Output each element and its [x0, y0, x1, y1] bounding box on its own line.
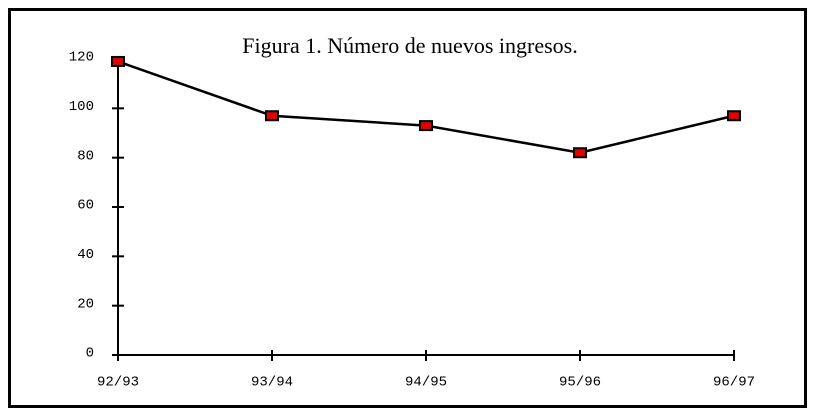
data-point [419, 120, 433, 132]
chart-title: Figura 1. Número de nuevos ingresos. [242, 33, 577, 58]
data-point [265, 110, 279, 122]
chart-frame [8, 8, 807, 408]
y-tick-label: 80 [77, 148, 94, 164]
x-tick-label: 92/93 [97, 375, 139, 391]
y-tick-label: 120 [69, 50, 94, 66]
y-tick-label: 0 [86, 346, 94, 362]
y-tick-label: 40 [77, 247, 94, 263]
x-tick-label: 96/97 [713, 375, 755, 391]
y-tick-label: 60 [77, 198, 94, 214]
x-tick-label: 93/94 [251, 375, 293, 391]
x-tick-label: 94/95 [405, 375, 447, 391]
data-point [727, 110, 741, 122]
data-point [111, 55, 125, 67]
y-tick-label: 100 [69, 99, 94, 115]
x-tick-label: 95/96 [559, 375, 601, 391]
data-point [573, 147, 587, 159]
y-tick-label: 20 [77, 296, 94, 312]
